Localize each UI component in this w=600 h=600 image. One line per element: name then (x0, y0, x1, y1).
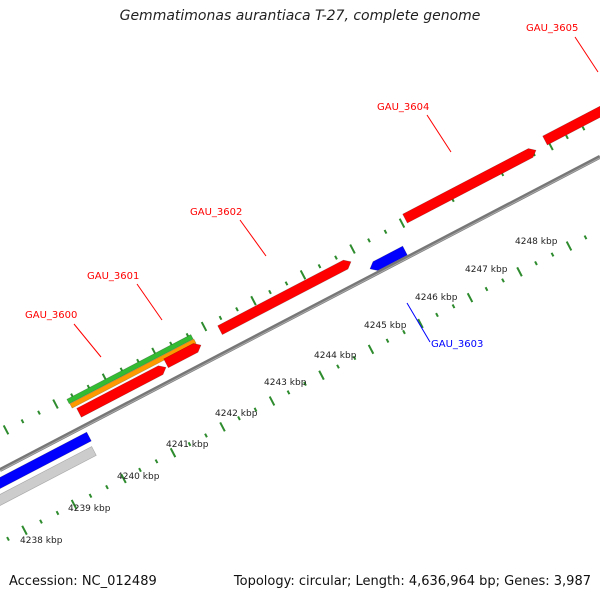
reverse-cds-gene-bar[interactable] (0, 431, 92, 490)
orange-track-bar[interactable] (69, 338, 197, 409)
outer-scale-tick (218, 315, 223, 321)
gene-gau-3602-bar[interactable] (217, 259, 352, 335)
outer-scale-tick (2, 424, 10, 435)
inner-scale-tick (435, 312, 439, 318)
inner-scale-tick (268, 396, 276, 406)
scale-label: 4243 kbp (264, 378, 307, 388)
inner-scale-tick (105, 484, 109, 490)
outer-scale-tick (383, 229, 388, 235)
inner-scale-tick (466, 292, 474, 303)
inner-scale-tick (501, 278, 505, 283)
inner-scale-tick (352, 355, 357, 361)
inner-scale-tick (169, 447, 177, 458)
inner-scale-tick (219, 421, 226, 432)
inner-scale-tick (187, 441, 192, 447)
scale-label: 4238 kbp (20, 536, 63, 546)
gene-gau-3602-label[interactable]: GAU_3602 (190, 207, 242, 218)
gene-gau-3604-label[interactable]: GAU_3604 (377, 102, 429, 113)
inner-scale-tick (516, 266, 523, 277)
inner-scale-tick (367, 344, 375, 355)
outer-scale-tick (398, 218, 406, 229)
inner-scale-tick (534, 260, 538, 266)
inner-scale-tick (6, 536, 10, 542)
outer-scale-tick (37, 410, 41, 415)
map-title: Gemmatimonas aurantiaca T-27, complete g… (119, 8, 481, 24)
outer-scale-tick (299, 269, 307, 280)
inner-scale-tick (21, 525, 28, 536)
gene-gau-3605-bar[interactable] (542, 102, 600, 146)
outer-scale-tick (565, 134, 569, 140)
outer-scale-tick (284, 281, 289, 286)
scale-label: 4246 kbp (415, 293, 458, 303)
inner-scale-tick (565, 241, 573, 251)
outer-scale-tick (367, 238, 371, 243)
outer-scale-tick (235, 307, 239, 312)
gene-gau-3604-bar[interactable] (402, 148, 537, 224)
outer-scale-tick (20, 419, 25, 424)
gene-gau-3602-leader-line (239, 219, 267, 257)
scale-label: 4239 kbp (68, 504, 111, 514)
gene-gau-3600-bar[interactable] (76, 365, 167, 418)
gene-gau-3600-label[interactable]: GAU_3600 (25, 310, 77, 321)
gene-gau-3601-bar[interactable] (163, 343, 202, 369)
inner-scale-tick (70, 499, 78, 510)
inner-scale-tick (583, 235, 588, 240)
inner-scale-tick (402, 329, 406, 335)
inner-scale-tick (120, 473, 127, 484)
gene-gau-3603-bar[interactable] (369, 245, 408, 271)
outer-scale-tick (349, 244, 356, 254)
gene-gau-3603-label[interactable]: GAU_3603 (431, 339, 483, 350)
scale-label: 4244 kbp (314, 351, 357, 361)
green-track-bar[interactable] (66, 334, 194, 405)
scale-label: 4241 kbp (166, 440, 209, 450)
gene-gau-3604-leader-line (426, 114, 452, 153)
inner-scale-tick (204, 433, 208, 438)
scale-label: 4240 kbp (117, 472, 160, 482)
inner-scale-tick (385, 338, 390, 343)
inner-scale-tick (237, 416, 241, 421)
scale-label: 4245 kbp (364, 321, 407, 331)
outer-scale-tick (268, 289, 272, 295)
inner-scale-tick (417, 318, 424, 329)
outer-scale-tick (52, 399, 59, 409)
outer-scale-tick (334, 255, 338, 260)
inner-scale-tick (286, 390, 291, 395)
scale-label: 4242 kbp (215, 409, 258, 419)
inner-scale-tick (550, 252, 555, 257)
scale-label: 4248 kbp (515, 237, 558, 247)
inner-scale-tick (253, 407, 258, 412)
gene-gau-3600-leader-line (73, 323, 102, 358)
gene-gau-3605-leader-line (574, 36, 599, 73)
inner-scale-tick (138, 467, 142, 473)
inner-scale-tick (88, 493, 93, 498)
inner-scale-tick (451, 304, 456, 309)
gene-gau-3601-leader-line (136, 283, 163, 321)
rna-gene-bar[interactable] (0, 446, 97, 507)
inner-scale-tick (154, 459, 159, 464)
inner-scale-tick (318, 370, 325, 381)
outer-scale-tick (317, 263, 322, 269)
outer-scale-tick (200, 321, 208, 332)
outer-scale-tick (250, 295, 257, 306)
inner-scale-tick (303, 381, 307, 387)
scale-label: 4247 kbp (465, 265, 508, 275)
inner-scale-tick (336, 364, 340, 369)
inner-scale-tick (39, 519, 43, 524)
gene-gau-3603-leader-line (406, 302, 431, 343)
genome-summary-text: Topology: circular; Length: 4,636,964 bp… (233, 574, 591, 589)
outer-scale-tick (581, 126, 586, 131)
inner-scale-tick (484, 286, 489, 292)
gene-gau-3601-label[interactable]: GAU_3601 (87, 271, 139, 282)
gene-gau-3605-label[interactable]: GAU_3605 (526, 23, 578, 34)
accession-text: Accession: NC_012489 (9, 574, 157, 589)
genome-backbone-line (0, 155, 600, 472)
inner-scale-tick (55, 510, 60, 516)
genome-backbone-highlight (0, 157, 600, 472)
